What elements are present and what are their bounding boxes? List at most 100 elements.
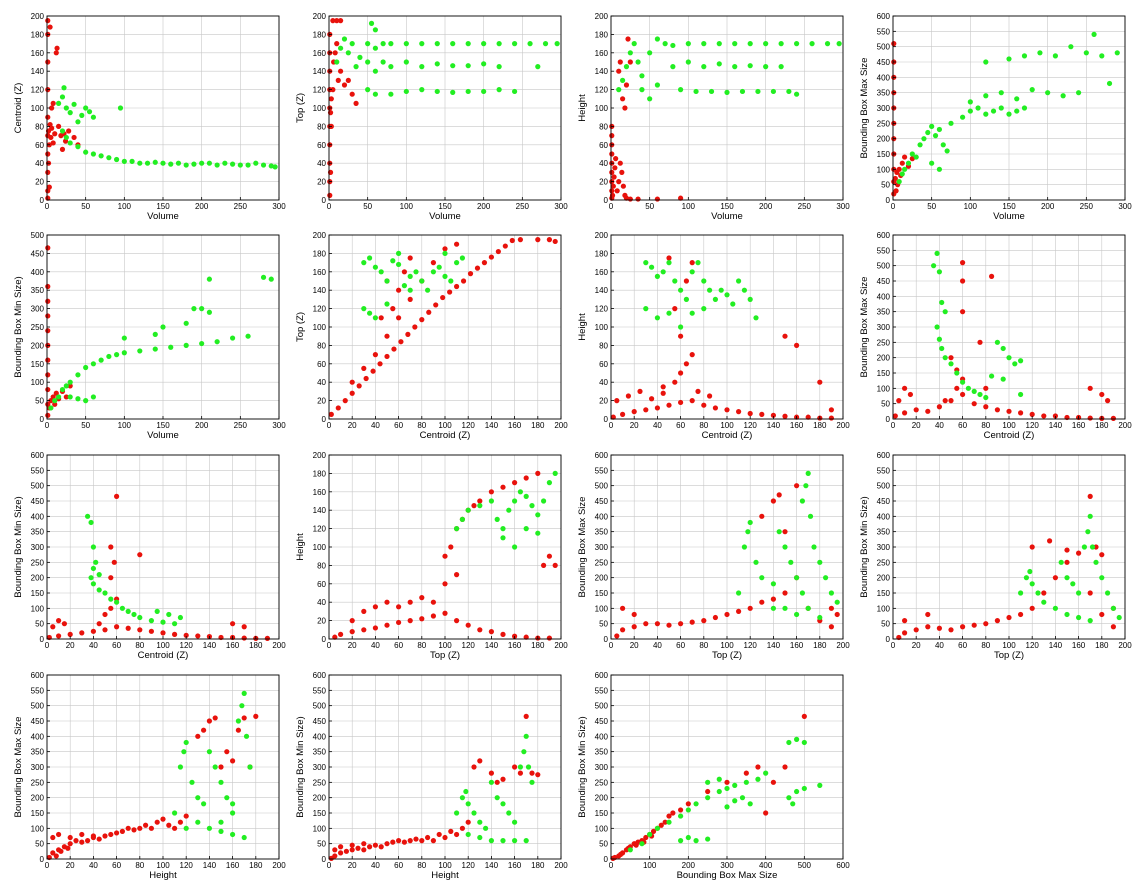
green-data-point <box>463 788 469 795</box>
green-data-point <box>834 599 840 605</box>
x-tick-label: 60 <box>676 421 685 430</box>
red-data-point <box>899 160 905 166</box>
red-data-point <box>102 833 108 839</box>
y-tick-label: 200 <box>31 574 45 583</box>
red-data-point <box>649 396 655 402</box>
x-tick-label: 100 <box>964 202 978 211</box>
red-data-point <box>45 298 51 304</box>
green-data-point <box>442 273 448 279</box>
x-tick-label: 80 <box>417 641 426 650</box>
red-data-point <box>384 353 390 360</box>
red-data-point <box>495 248 501 255</box>
scatter-panel-13: 0 20 40 60 80 100 120 140 160 180 200 0 50 100 150 200 2… <box>13 671 286 881</box>
y-tick-label: 100 <box>313 104 327 113</box>
red-data-point <box>396 619 402 626</box>
red-data-point <box>349 379 355 385</box>
x-tick-label: 140 <box>1049 421 1063 430</box>
green-data-point <box>716 788 722 795</box>
y-tick-label: 160 <box>313 268 327 277</box>
green-data-point <box>1006 56 1012 62</box>
y-tick-label: 50 <box>881 620 890 629</box>
green-data-point <box>736 278 742 284</box>
x-tick-label: 140 <box>767 421 781 430</box>
green-data-point <box>1018 358 1024 364</box>
red-data-point <box>892 175 898 182</box>
red-data-point <box>218 764 224 770</box>
y-tick-label: 0 <box>604 855 609 864</box>
y-tick-label: 150 <box>31 809 45 818</box>
y-axis-label: Height <box>577 94 588 122</box>
green-data-point <box>459 516 465 523</box>
red-data-point <box>45 313 51 319</box>
red-data-point <box>763 810 769 816</box>
green-data-point <box>434 61 440 67</box>
red-data-point <box>335 77 341 83</box>
x-tick-label: 120 <box>744 421 758 430</box>
green-data-point <box>1081 544 1087 550</box>
x-tick-label: 300 <box>1118 202 1132 211</box>
red-data-point <box>678 621 684 627</box>
y-axis-label: Top (Z) <box>295 312 306 342</box>
green-data-point <box>129 158 135 164</box>
green-data-point <box>541 498 547 504</box>
green-data-point <box>59 128 66 134</box>
red-data-point <box>1006 614 1012 621</box>
x-tick-label: 0 <box>609 421 614 430</box>
x-tick-label: 180 <box>531 861 545 870</box>
green-data-point <box>799 590 806 596</box>
green-data-point <box>245 162 251 168</box>
red-data-point <box>363 375 369 382</box>
red-data-point <box>896 398 902 404</box>
green-data-point <box>701 41 707 47</box>
y-tick-label: 500 <box>313 702 327 711</box>
x-axis-label: Height <box>149 870 177 881</box>
red-data-point <box>552 238 558 245</box>
y-tick-label: 300 <box>595 543 609 552</box>
green-data-point <box>396 261 402 268</box>
green-data-point <box>131 611 137 618</box>
scatter-panel-7: 0 20 40 60 80 100 120 140 160 180 200 0 20 40 60 80 100 1… <box>577 231 850 441</box>
red-data-point <box>338 68 344 74</box>
green-data-point <box>824 41 831 47</box>
red-data-point <box>53 50 59 56</box>
y-tick-label: 400 <box>595 512 609 521</box>
y-tick-label: 60 <box>317 580 326 589</box>
green-data-point <box>214 162 220 168</box>
green-data-point <box>361 260 367 266</box>
x-tick-label: 300 <box>554 202 568 211</box>
red-data-point <box>689 398 695 404</box>
green-data-point <box>88 575 94 581</box>
green-data-point <box>701 278 707 284</box>
y-tick-label: 400 <box>313 732 327 741</box>
green-data-point <box>471 810 477 816</box>
red-data-point <box>338 18 344 24</box>
green-data-point <box>372 315 378 321</box>
y-tick-label: 200 <box>313 12 327 21</box>
red-data-point <box>447 289 453 295</box>
x-tick-label: 40 <box>653 641 662 650</box>
x-tick-label: 100 <box>438 421 452 430</box>
green-data-point <box>631 41 637 47</box>
red-data-point <box>108 605 114 611</box>
red-data-point <box>654 621 661 627</box>
green-data-point <box>763 770 769 776</box>
scatter-panel-9: 0 20 40 60 80 100 120 140 160 180 200 0 50 100 150 200 2… <box>13 451 286 661</box>
x-tick-label: 250 <box>1080 202 1094 211</box>
green-data-point <box>1068 44 1074 50</box>
red-data-point <box>338 844 344 850</box>
y-tick-label: 0 <box>322 415 327 424</box>
red-data-point <box>896 166 902 172</box>
red-data-point <box>1029 411 1035 417</box>
green-data-point <box>695 260 701 266</box>
red-data-point <box>747 410 753 417</box>
x-tick-label: 200 <box>272 861 286 870</box>
x-tick-label: 60 <box>958 641 967 650</box>
green-data-point <box>154 608 160 615</box>
x-tick-label: 160 <box>1072 641 1086 650</box>
red-data-point <box>913 627 919 633</box>
green-data-point <box>1041 599 1047 605</box>
green-data-point <box>121 158 127 164</box>
red-data-point <box>48 134 54 141</box>
green-data-point <box>724 785 730 792</box>
green-data-point <box>365 59 371 65</box>
